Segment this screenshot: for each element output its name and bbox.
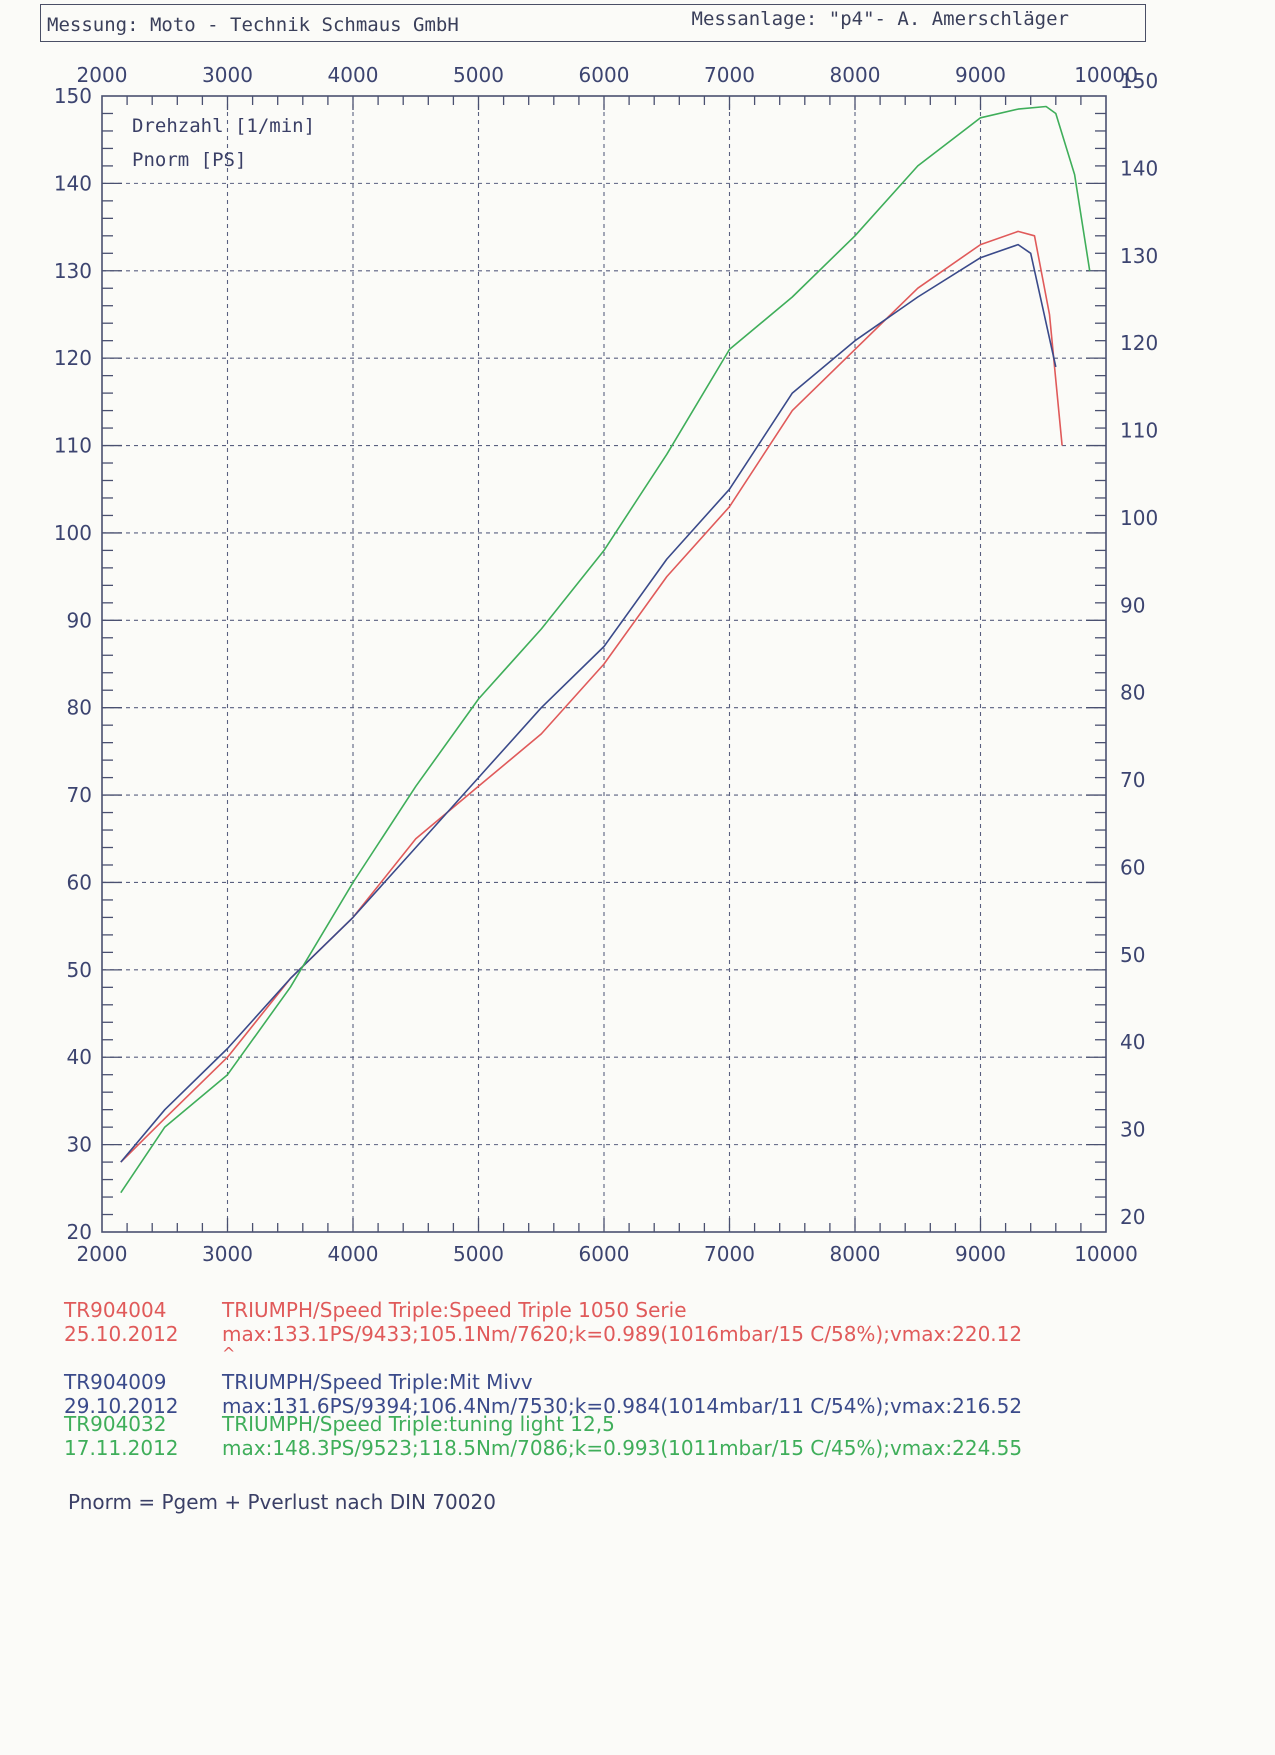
y-tick-label-left: 30 [67,1133,92,1157]
chart-tick-labels: 2000 2000 3000 3000 4000 4000 5000 5000 6000 6000… [54,63,1158,1266]
measurement-station: Messanlage: "p4"- A. Amerschläger [691,8,1070,30]
y-tick-label-left: 40 [67,1045,92,1069]
y-tick-label-right: 140 [1120,156,1158,180]
y-tick-label-right: 20 [1120,1205,1145,1229]
x-tick-label-bottom: 5000 [453,1242,504,1266]
y-tick-label-left: 60 [67,870,92,894]
y-tick-label-right: 150 [1120,69,1158,93]
y-tick-label-left: 70 [67,783,92,807]
x-tick-label-bottom: 3000 [202,1242,253,1266]
y-tick-label-left: 100 [54,521,92,545]
x-tick-label-top: 6000 [579,63,630,87]
run-caret: ^ [222,1344,236,1363]
din-formula: Pnorm = Pgem + Pverlust nach DIN 70020 [68,1490,496,1514]
y-tick-label-left: 20 [67,1220,92,1244]
run-id: TR904009 [64,1370,167,1394]
run-entry: TR904004 25.10.2012 TRIUMPH/Speed Triple… [64,1298,1214,1363]
x-tick-label-top: 4000 [328,63,379,87]
x-tick-label-bottom: 2000 [77,1242,128,1266]
series-line-red [120,230,1063,1163]
x-tick-label-top: 10000 [1074,63,1138,87]
power-chart: 2000 2000 3000 3000 4000 4000 5000 5000 6000 6000… [54,63,1158,1266]
y-tick-label-right: 70 [1120,768,1145,792]
y-tick-label-right: 80 [1120,681,1145,705]
run-entry: TR904009 29.10.2012 TRIUMPH/Speed Triple… [64,1370,1214,1418]
legend-entry: Pnorm [PS] [132,149,246,171]
legend-entry: Drehzahl [1/min] [132,115,315,137]
y-tick-label-left: 110 [54,434,92,458]
x-tick-label-top: 2000 [77,63,128,87]
run-id: TR904004 [64,1298,167,1322]
y-tick-label-right: 50 [1120,943,1145,967]
series-line-blue [120,243,1057,1163]
y-tick-label-right: 130 [1120,244,1158,268]
y-tick-label-right: 60 [1120,855,1145,879]
y-tick-label-left: 120 [54,346,92,370]
y-tick-label-right: 120 [1120,331,1158,355]
x-tick-label-top: 7000 [704,63,755,87]
x-tick-label-bottom: 4000 [328,1242,379,1266]
x-tick-label-top: 8000 [830,63,881,87]
run-entry: TR904032 17.11.2012 TRIUMPH/Speed Triple… [64,1412,1214,1462]
run-model: TRIUMPH/Speed Triple:tuning light 12,5 [222,1412,615,1436]
x-tick-label-bottom: 7000 [704,1242,755,1266]
x-tick-label-top: 9000 [955,63,1006,87]
chart-ticks [102,96,1106,1232]
y-tick-label-left: 140 [54,171,92,195]
y-tick-label-left: 90 [67,608,92,632]
run-stats: max:133.1PS/9433;105.1Nm/7620;k=0.989(10… [222,1322,1023,1346]
run-model: TRIUMPH/Speed Triple:Mit Mivv [222,1370,533,1394]
y-tick-label-left: 150 [54,84,92,108]
run-list: TR904004 25.10.2012 TRIUMPH/Speed Triple… [64,1298,1214,1462]
x-tick-label-top: 3000 [202,63,253,87]
run-id: TR904032 [64,1412,167,1436]
run-stats: max:131.6PS/9394;106.4Nm/7530;k=0.984(10… [222,1394,1023,1418]
y-tick-label-right: 100 [1120,506,1158,530]
y-tick-label-left: 130 [54,259,92,283]
x-tick-label-bottom: 6000 [579,1242,630,1266]
x-tick-label-bottom: 8000 [830,1242,881,1266]
run-stats: max:148.3PS/9523;118.5Nm/7086;k=0.993(10… [222,1436,1023,1460]
y-tick-label-right: 90 [1120,593,1145,617]
chart-series [120,105,1091,1194]
y-tick-label-right: 40 [1120,1030,1145,1054]
y-tick-label-left: 80 [67,696,92,720]
y-tick-label-right: 30 [1120,1118,1145,1142]
measurement-header: Messung: Moto - Technik Schmaus GmbH Mes… [40,4,1146,42]
x-tick-label-bottom: 9000 [955,1242,1006,1266]
run-model: TRIUMPH/Speed Triple:Speed Triple 1050 S… [222,1298,687,1322]
series-line-green [120,105,1091,1194]
x-tick-label-top: 5000 [453,63,504,87]
run-date: 17.11.2012 [64,1436,179,1460]
measurement-company: Messung: Moto - Technik Schmaus GmbH [47,14,459,36]
x-tick-label-bottom: 10000 [1074,1242,1138,1266]
chart-legend: Drehzahl [1/min] Pnorm [PS] [132,115,315,171]
run-date: 29.10.2012 [64,1394,179,1418]
y-tick-label-right: 110 [1120,419,1158,443]
run-date: 25.10.2012 [64,1322,179,1346]
y-tick-label-left: 50 [67,958,92,982]
